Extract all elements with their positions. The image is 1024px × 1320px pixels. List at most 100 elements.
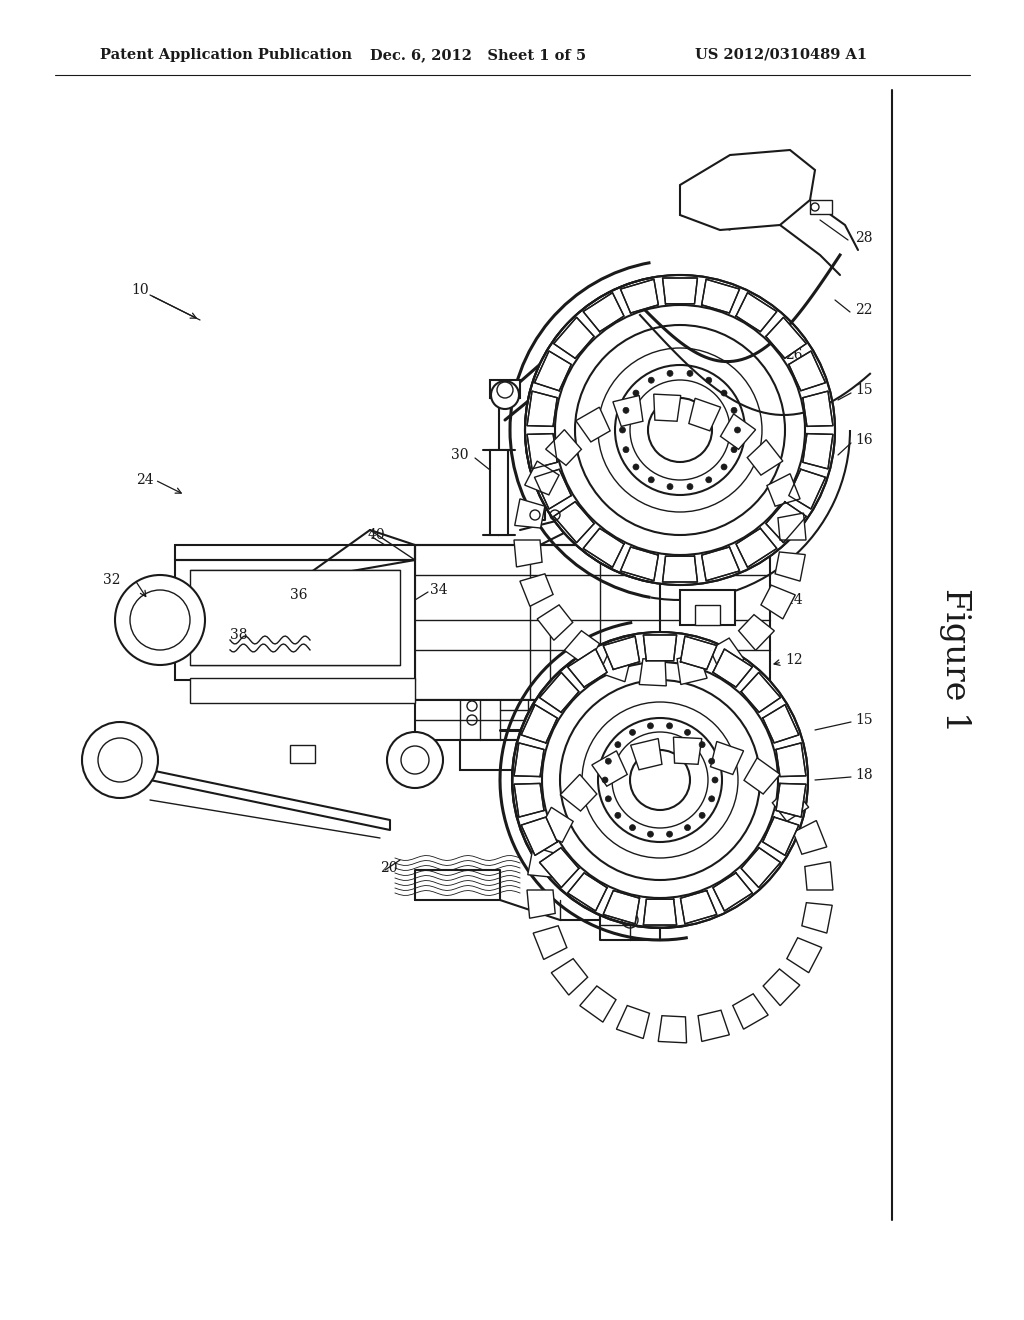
Bar [490,380,520,399]
Polygon shape [805,862,833,890]
Circle shape [647,832,653,837]
Circle shape [709,758,715,764]
Circle shape [667,832,673,837]
Circle shape [633,389,639,396]
Polygon shape [583,293,624,331]
Circle shape [648,477,654,483]
Bar [290,744,315,763]
Polygon shape [741,847,780,887]
Bar [190,678,415,704]
Polygon shape [540,672,579,713]
Circle shape [512,632,808,928]
Circle shape [620,426,626,433]
Polygon shape [616,1006,649,1039]
Polygon shape [677,653,708,685]
Polygon shape [639,659,667,686]
Polygon shape [527,391,557,426]
Text: 10: 10 [131,282,148,297]
Polygon shape [514,743,544,776]
Text: 26: 26 [785,348,803,362]
Circle shape [684,825,690,830]
Circle shape [687,371,693,376]
Polygon shape [527,890,555,919]
Polygon shape [776,784,806,817]
Polygon shape [658,1015,686,1043]
Polygon shape [763,817,799,855]
Text: 40: 40 [368,528,386,543]
Circle shape [648,378,654,383]
Polygon shape [643,899,677,925]
Circle shape [721,463,727,470]
Text: 15: 15 [855,713,872,727]
Polygon shape [592,751,628,787]
Circle shape [623,408,629,413]
Polygon shape [539,808,573,842]
Text: 34: 34 [430,583,447,597]
Polygon shape [621,546,658,581]
Polygon shape [515,499,545,528]
Bar [680,590,735,624]
Polygon shape [663,279,697,304]
Polygon shape [733,994,768,1030]
Polygon shape [736,528,777,568]
Polygon shape [415,700,770,741]
Polygon shape [580,986,616,1022]
Polygon shape [546,430,582,466]
Polygon shape [175,560,415,680]
Text: Dec. 6, 2012   Sheet 1 of 5: Dec. 6, 2012 Sheet 1 of 5 [370,48,586,62]
Bar [695,605,720,624]
Polygon shape [514,784,544,817]
Text: 24: 24 [136,473,154,487]
Polygon shape [766,502,806,543]
Text: US 2012/0310489 A1: US 2012/0310489 A1 [695,48,867,62]
Polygon shape [643,635,677,661]
Circle shape [614,742,621,747]
Polygon shape [567,649,607,688]
Polygon shape [514,540,542,568]
Text: 38: 38 [230,628,248,642]
Polygon shape [551,958,588,995]
Circle shape [614,812,621,818]
Circle shape [699,812,706,818]
Text: 32: 32 [102,573,120,587]
Circle shape [115,576,205,665]
Polygon shape [613,396,643,426]
Circle shape [605,796,611,801]
Polygon shape [772,785,809,821]
Polygon shape [786,937,822,973]
Circle shape [387,733,443,788]
Circle shape [605,758,611,764]
Text: 12: 12 [785,653,803,667]
Polygon shape [527,434,557,469]
Polygon shape [600,770,770,810]
Polygon shape [763,705,799,743]
Circle shape [647,723,653,729]
Polygon shape [761,585,796,619]
Circle shape [602,777,608,783]
Polygon shape [583,528,624,568]
Polygon shape [564,631,599,667]
Bar [810,201,831,214]
Circle shape [712,777,718,783]
Polygon shape [535,351,571,391]
Polygon shape [763,969,800,1006]
Polygon shape [710,638,744,673]
Text: 28: 28 [855,231,872,246]
Polygon shape [713,649,753,688]
Circle shape [497,381,513,399]
Polygon shape [554,317,594,358]
Polygon shape [794,821,826,854]
Text: Patent Application Publication: Patent Application Publication [100,48,352,62]
Polygon shape [540,847,579,887]
Polygon shape [788,469,825,510]
Polygon shape [721,414,756,449]
Circle shape [699,742,706,747]
Circle shape [721,389,727,396]
Polygon shape [778,513,806,540]
Polygon shape [748,440,782,475]
Polygon shape [521,817,557,855]
Polygon shape [631,739,662,770]
Polygon shape [538,605,572,640]
Polygon shape [713,873,753,911]
Polygon shape [674,737,701,764]
